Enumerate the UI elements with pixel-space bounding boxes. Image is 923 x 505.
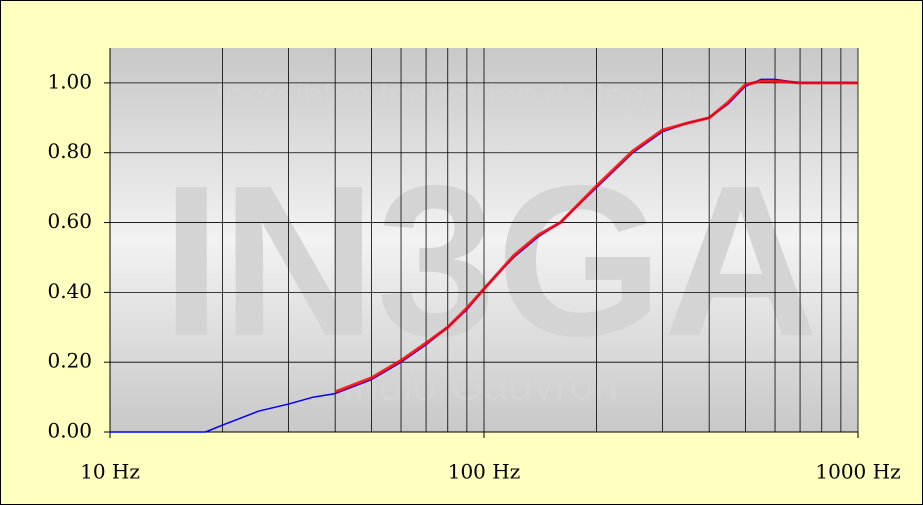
x-tick-label: 1000 Hz bbox=[815, 460, 900, 484]
series-line bbox=[334, 79, 858, 394]
watermark: Increibles Industrias de Ingenieria bbox=[215, 75, 754, 116]
watermark: Indio Gauvron bbox=[342, 361, 618, 410]
y-tick-label: 0.00 bbox=[47, 419, 92, 443]
y-tick-label: 0.20 bbox=[47, 349, 92, 373]
x-tick-label: 100 Hz bbox=[448, 460, 521, 484]
y-tick-label: 0.60 bbox=[47, 209, 92, 233]
y-tick-label: 0.40 bbox=[47, 279, 92, 303]
watermark: IN3GA bbox=[161, 140, 818, 381]
x-tick-label: 10 Hz bbox=[80, 460, 140, 484]
y-tick-label: 0.80 bbox=[47, 139, 92, 163]
y-tick-label: 1.00 bbox=[47, 69, 92, 93]
plot-layer: 0.00 0.20 0.40 0.60 0.80 1.00 10 Hz 100 Hz 1000 … bbox=[47, 48, 901, 484]
